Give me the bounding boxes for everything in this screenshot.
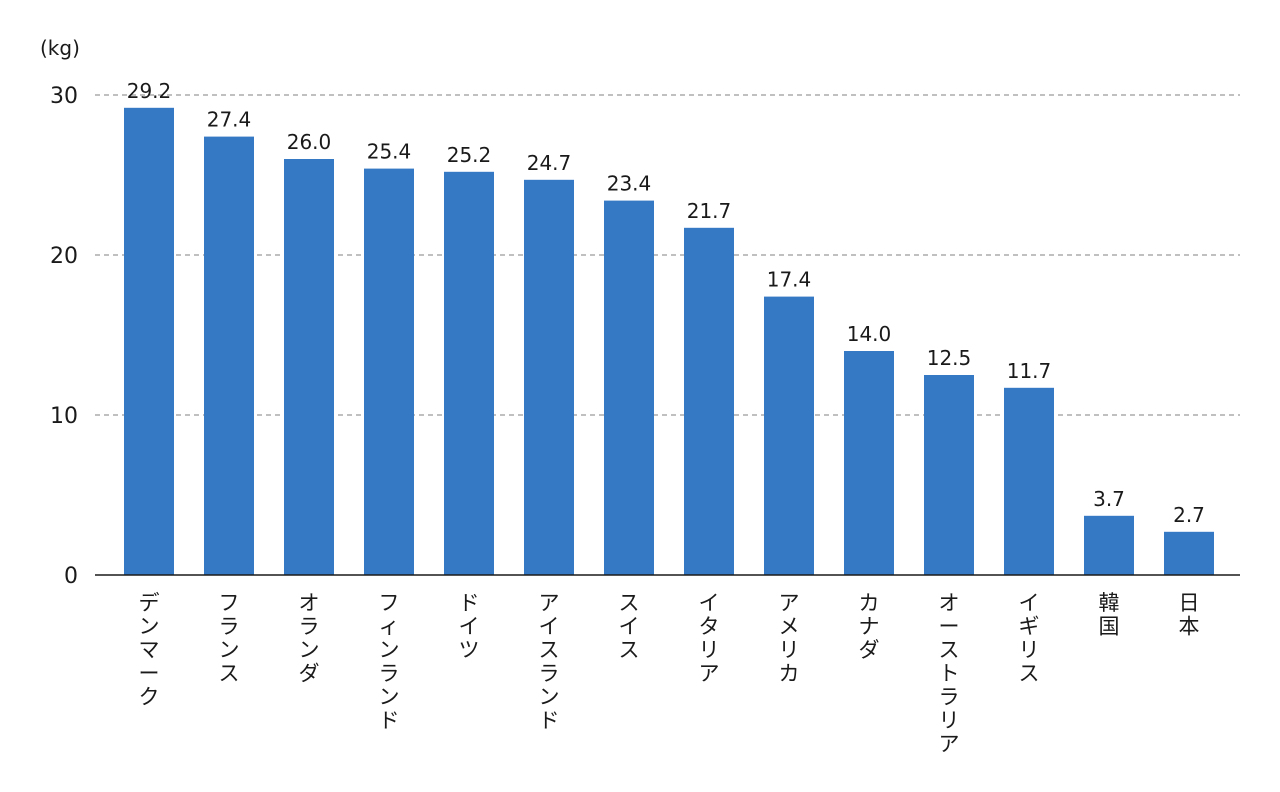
bar [1164,531,1214,575]
bar [204,136,254,575]
category-label: 韓国 [1099,591,1120,639]
category-labels: デンマーク フランス オランダ フィンランド ドイツ アイスランド スイス イタリア アメリカ カ… [139,591,1200,756]
bar-value-label: 27.4 [207,108,252,132]
category-label: イギリス [1019,591,1040,686]
category-label: デンマーク [139,591,160,709]
category-label: イタリア [699,591,720,686]
y-tick-label: 30 [50,84,78,109]
bar-value-label: 3.7 [1093,487,1125,511]
y-tick-label: 20 [50,244,78,269]
category-label: スイス [619,591,640,662]
bar-value-label: 17.4 [767,268,812,292]
bar-value-label: 23.4 [607,172,652,196]
bar-value-label: 11.7 [1007,359,1052,383]
bar-value-label: 25.4 [367,140,412,164]
bar [1084,515,1134,575]
bar-value-label: 26.0 [287,130,332,154]
bar-value-label: 24.7 [527,151,572,175]
bar [844,351,894,575]
category-label: カナダ [859,591,880,662]
category-label: オランダ [299,591,320,686]
bar-value-label: 14.0 [847,322,892,346]
category-label: オーストラリア [939,591,960,756]
bar [124,107,174,576]
bar [364,168,414,575]
category-label: ドイツ [459,591,480,662]
value-labels: 29.2 27.4 26.0 25.4 25.2 24.7 23.4 21.7 17.4 14.0… [127,79,1205,527]
bar-value-label: 29.2 [127,79,172,103]
y-tick-labels: 0 10 20 30 [50,84,78,589]
gridlines [95,94,1240,416]
category-label: アイスランド [539,591,560,733]
bar [444,171,494,576]
bar [684,227,734,576]
bar [284,159,334,575]
bar [1004,387,1054,575]
y-tick-label: 0 [64,564,78,589]
category-label: 日本 [1179,591,1200,639]
bar-value-label: 25.2 [447,143,492,167]
category-label: アメリカ [779,591,800,686]
category-label: フランス [219,591,240,686]
bar [924,375,974,575]
bar [524,179,574,576]
bar-value-label: 12.5 [927,346,972,370]
y-tick-label: 10 [50,404,78,429]
bar-value-label: 21.7 [687,199,732,223]
category-label: フィンランド [379,591,400,733]
bar [764,296,814,575]
bar [604,200,654,575]
bars [124,107,1214,576]
bar-value-label: 2.7 [1173,503,1205,527]
y-unit-label: (kg) [40,36,80,60]
